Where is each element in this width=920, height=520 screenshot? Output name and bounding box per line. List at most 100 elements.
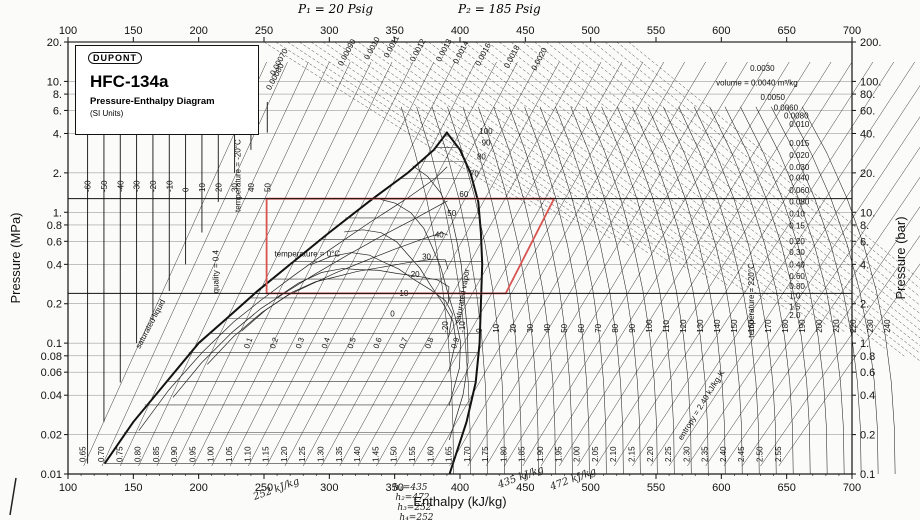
x-tick-label-top: 250 <box>255 25 273 37</box>
entropy-line <box>522 61 769 467</box>
x-tick-label-bottom: 650 <box>777 482 795 494</box>
volume-text: volume = 0.0040 m³/kg <box>716 79 798 88</box>
entropy-label: 0.75 <box>115 446 124 462</box>
x-tick-label-bottom: 100 <box>59 482 77 494</box>
x-tick-label-bottom: 200 <box>189 482 207 494</box>
volume-line <box>404 41 748 294</box>
x-tick-label-bottom: 250 <box>255 482 273 494</box>
entropy-line <box>577 61 832 467</box>
superheat-isotherm <box>801 106 896 475</box>
superheat-isotherm <box>493 106 556 475</box>
superheat-isotherm-label: 200 <box>815 319 824 333</box>
superheat-isotherm <box>431 106 488 475</box>
superheat-isotherm-label: 0 <box>475 328 484 333</box>
quality-label: 0.8 <box>423 336 435 350</box>
x-tick-label-bottom: 550 <box>647 482 665 494</box>
volume-line <box>616 41 920 289</box>
quality-label: 0.4 <box>320 336 332 350</box>
entropy-line <box>284 61 497 467</box>
x-axis-label: Enthalpy (kJ/kg) <box>413 494 506 509</box>
volume-line <box>487 41 885 349</box>
superheat-isotherm-label: 100 <box>645 319 654 333</box>
y-tick-label-right: 0.8 <box>860 351 875 363</box>
y-tick-label-right: 20. <box>860 168 875 180</box>
volume-label: 1.5 <box>789 303 801 312</box>
quality-line <box>241 259 449 332</box>
volume-label: 0.15 <box>789 222 805 231</box>
superheat-isotherm-label: -20 <box>441 321 450 333</box>
y-tick-label-right: 6. <box>860 236 869 248</box>
brand-logo: DUPONT <box>88 52 142 64</box>
entropy-line <box>467 61 706 467</box>
entropy-line <box>174 61 372 467</box>
volume-line <box>263 41 513 200</box>
volume-label: 0.0013 <box>434 37 454 63</box>
entropy-line <box>138 61 330 467</box>
quality-label: 0.2 <box>268 336 280 350</box>
volume-line <box>604 41 920 298</box>
liquid-isotherm-label: 50 <box>263 183 272 192</box>
quality-line <box>412 165 469 440</box>
temp-label-left: temperature = -20°C <box>233 139 242 212</box>
entropy-line <box>248 61 455 467</box>
volume-label: 0.060 <box>789 186 810 195</box>
superheat-isotherm-label: 90 <box>628 323 637 332</box>
temp-zero-label: temperature = 0°C <box>274 249 340 258</box>
x-tick-label-bottom: 300 <box>320 482 338 494</box>
entropy-label: 2.55 <box>774 446 783 462</box>
volume-line <box>346 41 650 255</box>
liquid-isotherm-label: -50 <box>100 180 109 192</box>
entropy-label: 1.10 <box>243 446 252 462</box>
superheat-isotherm <box>416 106 471 475</box>
y-tick-label-right: 1. <box>860 338 869 350</box>
y-tick-label-left: 0.06 <box>41 367 62 379</box>
volume-line <box>593 41 920 306</box>
superheat-isotherm-label: 50 <box>560 323 569 332</box>
volume-label: 1.0 <box>789 291 801 300</box>
superheat-isotherm <box>616 106 692 475</box>
entropy-line <box>650 61 915 467</box>
superheat-isotherm <box>678 106 760 475</box>
superheat-isotherm <box>724 106 811 475</box>
superheat-isotherm <box>539 106 607 475</box>
isotherm-label: 50 <box>447 209 456 218</box>
entropy-line <box>376 61 602 467</box>
entropy-line <box>559 61 811 467</box>
x-tick-label-top: 300 <box>320 25 338 37</box>
volume-line <box>322 41 611 239</box>
y-tick-label-right: 4. <box>860 259 869 271</box>
y-tick-label-left: 0.1 <box>47 338 62 350</box>
superheat-isotherm-label: 60 <box>577 323 586 332</box>
entropy-line <box>687 116 920 467</box>
entropy-line <box>394 61 623 467</box>
h-value-note: h₁=435 <box>393 483 427 493</box>
sat-liquid-label: saturated liquid <box>134 298 167 350</box>
y-tick-label-left: 6. <box>53 105 62 117</box>
y-tick-label-left: 0.02 <box>41 430 62 442</box>
isotherm-label: 0 <box>390 309 395 318</box>
volume-label: 0.30 <box>789 248 805 257</box>
y-tick-label-left: 1. <box>53 207 62 219</box>
y-axis-label-right: Pressure (bar) <box>893 216 908 299</box>
isotherm-label: 40 <box>435 230 444 239</box>
entropy-line <box>412 61 644 467</box>
y-tick-label-left: 0.01 <box>41 469 62 481</box>
superheat-isotherm <box>647 106 726 475</box>
entropy-line <box>485 61 727 467</box>
quality-line <box>207 232 448 365</box>
entropy-label: 0.80 <box>134 446 143 462</box>
h-value-note: h₂=472 <box>395 493 429 503</box>
superheat-isotherm <box>693 106 777 475</box>
entropy-line <box>229 61 435 467</box>
chart-subtitle: Pressure-Enthalpy Diagram <box>90 96 215 107</box>
volume-label: 0.0060 <box>774 103 799 112</box>
volume-line <box>510 41 920 362</box>
superheat-isotherm-label: 210 <box>832 319 841 333</box>
p2-annotation: P₂ = 185 Psig <box>458 2 541 16</box>
entropy-line <box>742 206 920 467</box>
entropy-line <box>705 146 920 467</box>
liquid-isotherm-label: -20 <box>149 180 158 192</box>
quality-label: 0.7 <box>397 336 409 350</box>
entropy-label: 2.00 <box>573 446 582 462</box>
